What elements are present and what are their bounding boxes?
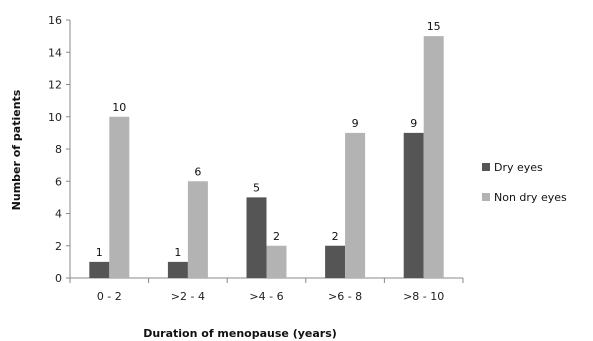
bar-non-dry-eyes	[266, 245, 287, 278]
data-label: 9	[410, 117, 417, 130]
x-tick-label: 0 - 2	[97, 290, 122, 303]
y-tick-label: 0	[55, 272, 62, 285]
bar-non-dry-eyes	[109, 116, 130, 278]
legend-label-non-dry-eyes: Non dry eyes	[494, 191, 567, 204]
y-tick-label: 10	[48, 111, 62, 124]
y-axis-ticks: 0 2 4 6 8 10 12 14 16	[48, 14, 70, 285]
y-tick-label: 14	[48, 46, 62, 59]
y-tick-label: 12	[48, 79, 62, 92]
data-label: 1	[96, 246, 103, 259]
legend: Dry eyes Non dry eyes	[482, 161, 567, 204]
bar-dry-eyes	[246, 197, 267, 278]
data-label: 1	[174, 246, 181, 259]
y-tick-label: 8	[55, 143, 62, 156]
bar-dry-eyes	[89, 261, 110, 278]
y-tick-label: 2	[55, 240, 62, 253]
data-label: 5	[253, 181, 260, 194]
y-axis-title: Number of patients	[10, 89, 23, 210]
bars-group	[89, 36, 444, 278]
data-label: 2	[273, 230, 280, 243]
x-tick-label: >6 - 8	[328, 290, 362, 303]
legend-label-dry-eyes: Dry eyes	[494, 161, 543, 174]
data-label: 2	[332, 230, 339, 243]
bar-non-dry-eyes	[345, 132, 366, 278]
data-label: 6	[194, 165, 201, 178]
bar-dry-eyes	[167, 261, 188, 278]
y-tick-label: 4	[55, 208, 62, 221]
x-tick-label: >4 - 6	[249, 290, 283, 303]
bar-dry-eyes	[325, 245, 346, 278]
x-tick-label: >8 - 10	[403, 290, 444, 303]
data-label: 9	[352, 117, 359, 130]
y-tick-label: 16	[48, 14, 62, 27]
bar-non-dry-eyes	[187, 181, 208, 278]
data-label: 10	[112, 101, 126, 114]
bar-dry-eyes	[403, 132, 424, 278]
y-tick-label: 6	[55, 175, 62, 188]
legend-swatch-non-dry-eyes	[482, 193, 490, 201]
legend-swatch-dry-eyes	[482, 163, 490, 171]
bar-non-dry-eyes	[423, 36, 444, 278]
data-label: 15	[427, 20, 441, 33]
x-axis-ticks: 0 - 2 >2 - 4 >4 - 6 >6 - 8 >8 - 10	[69, 278, 464, 303]
x-axis-title: Duration of menopause (years)	[143, 327, 337, 340]
x-tick-label: >2 - 4	[171, 290, 205, 303]
